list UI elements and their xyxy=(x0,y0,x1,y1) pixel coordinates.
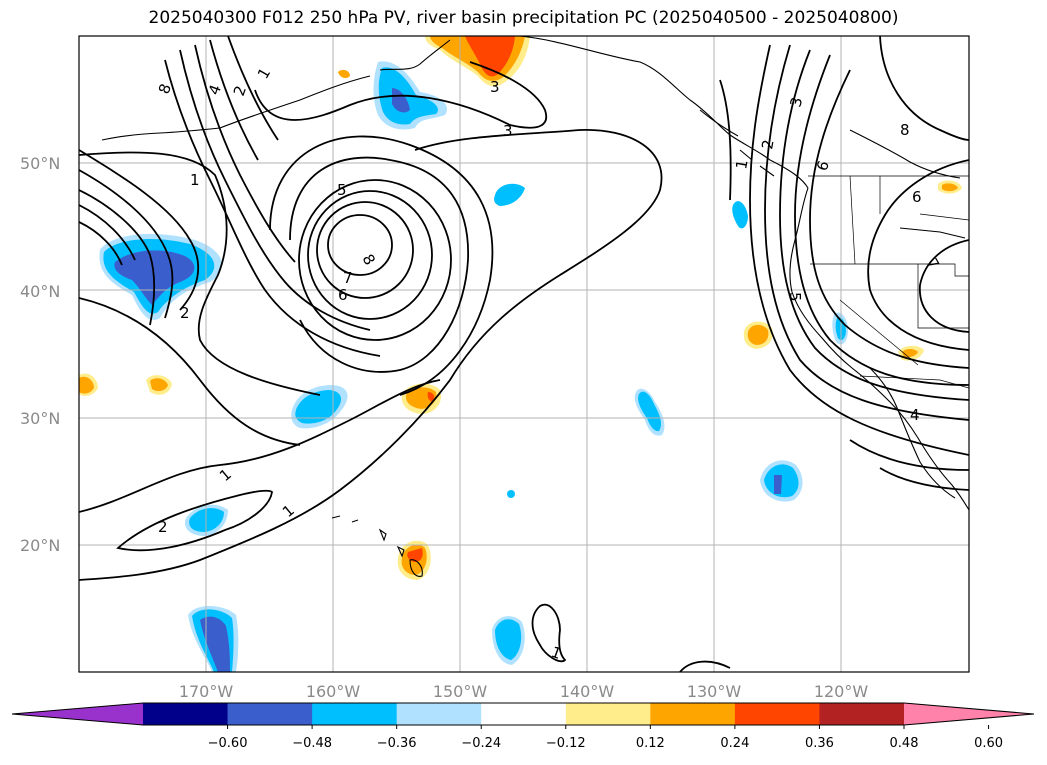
contour-label: 8 xyxy=(900,121,910,139)
colorbar-tick-label: −0.36 xyxy=(377,736,417,751)
colorbar-tick-label: 0.12 xyxy=(636,736,665,751)
map-frame xyxy=(78,35,970,673)
colorbar-extend-high xyxy=(904,703,1034,725)
contour-label: 2 xyxy=(180,304,190,322)
lat-label: 40°N xyxy=(20,282,60,301)
graticule xyxy=(79,36,969,672)
contour-label: 3 xyxy=(503,122,513,140)
lon-label: 130°W xyxy=(687,682,742,701)
colorbar-cell xyxy=(227,703,313,725)
colorbar-outline xyxy=(11,702,1035,726)
contour-label: 1 xyxy=(190,171,200,189)
contour-label: 5 xyxy=(786,292,804,302)
colorbar-tick-label: −0.24 xyxy=(461,736,501,751)
contour-label: 2 xyxy=(758,138,777,151)
contour-label: 5 xyxy=(337,181,347,199)
colorbar-cell xyxy=(396,703,482,725)
colorbar-cell xyxy=(819,703,905,725)
contour-label: 7 xyxy=(343,269,353,287)
lon-label: 120°W xyxy=(814,682,869,701)
lon-label: 150°W xyxy=(433,682,488,701)
colorbar-cell xyxy=(650,703,736,725)
longitude-labels: 170°W 160°W 150°W 140°W 130°W 120°W xyxy=(179,682,869,701)
colorbar-tick-label: 0.24 xyxy=(720,736,749,751)
lat-label: 20°N xyxy=(20,536,60,555)
contour-label: 6 xyxy=(338,286,348,304)
lon-label: 160°W xyxy=(306,682,361,701)
colorbar-tick-label: −0.48 xyxy=(292,736,332,751)
map-title: 2025040300 F012 250 hPa PV, river basin … xyxy=(148,8,899,28)
pv-contours xyxy=(79,36,969,672)
colorbar-cell xyxy=(481,703,567,725)
colorbar-tick-label: −0.60 xyxy=(208,736,248,751)
colorbar-cell xyxy=(312,703,398,725)
colorbar-cell xyxy=(143,703,229,725)
contour-label: 2 xyxy=(158,518,168,536)
colorbar-cell xyxy=(734,703,820,725)
contour-label: 3 xyxy=(786,95,806,109)
lat-label: 30°N xyxy=(20,409,60,428)
lon-label: 140°W xyxy=(560,682,615,701)
colorbar-tick-label: 0.60 xyxy=(974,736,1003,751)
contour-label: 3 xyxy=(490,78,500,96)
map-area: 8 4 2 1 3 3 5 8 7 6 1 2 2 1 1 2 3 6 8 6 … xyxy=(79,36,969,672)
lon-label: 170°W xyxy=(179,682,234,701)
colorbar-tick-label: 0.48 xyxy=(890,736,919,751)
colorbar-tick-label: 0.36 xyxy=(805,736,834,751)
colorbar-tick-label: −0.12 xyxy=(546,736,586,751)
colorbar-extend-low xyxy=(12,703,143,725)
contour-label: 1 xyxy=(732,158,751,171)
colorbar-cell xyxy=(565,703,651,725)
colorbar: −0.60 −0.48 −0.36 −0.24 −0.12 0.12 0.24 0.36 0.4… xyxy=(11,702,1035,751)
latitude-labels: 50°N 40°N 30°N 20°N xyxy=(20,154,60,555)
contour-label: 6 xyxy=(912,188,922,206)
lat-label: 50°N xyxy=(20,154,60,173)
contour-label: 4 xyxy=(910,406,920,424)
